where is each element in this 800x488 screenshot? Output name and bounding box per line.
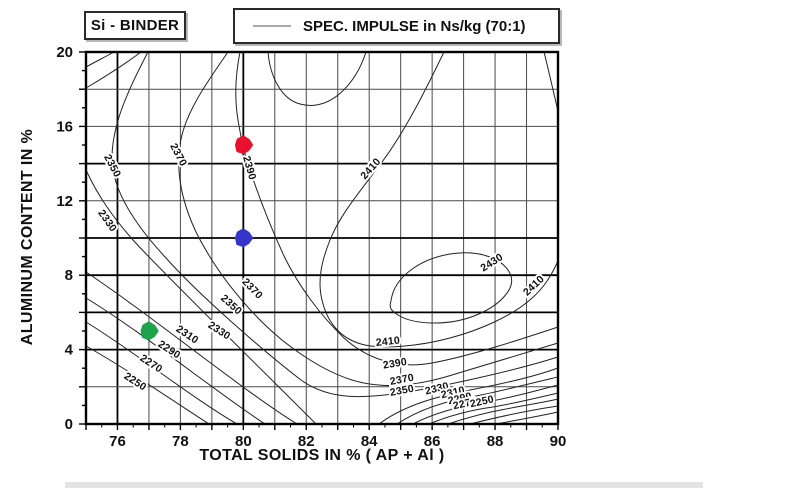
cropped-element-below-figure <box>65 482 703 488</box>
contour-line-2310 <box>85 51 115 68</box>
x-tick-label: 90 <box>550 433 567 450</box>
contour-label-2330: 2330 <box>95 208 119 235</box>
blue-point <box>235 228 253 248</box>
contour-label-2390: 2390 <box>382 356 408 372</box>
contour-line-2370 <box>178 51 559 386</box>
contour-label-2250: 2250 <box>122 370 149 393</box>
contour-line-sample-icon <box>253 25 291 27</box>
x-tick-label: 78 <box>172 433 189 450</box>
binder-label-box: Si - BINDER <box>84 11 186 40</box>
y-tick-label: 20 <box>56 44 73 61</box>
contour-line-2390 <box>235 51 559 366</box>
contour-line-2350 <box>111 51 559 398</box>
x-axis-title: TOTAL SOLIDS IN % ( AP + Al ) <box>199 447 445 464</box>
contour-line-2250 <box>447 398 559 425</box>
contour-label-2410: 2410 <box>375 335 400 349</box>
x-tick-label: 86 <box>424 433 441 450</box>
x-tick-label: 88 <box>487 433 504 450</box>
contour-line-2430 <box>389 252 513 324</box>
y-tick-label: 16 <box>56 118 73 135</box>
contour-line-2410 <box>319 51 559 348</box>
x-tick-label: 84 <box>361 433 378 450</box>
contour-label-2410: 2410 <box>358 156 383 182</box>
contour-line-2410 <box>267 51 367 106</box>
y-tick-label: 12 <box>56 193 73 210</box>
contour-line-2250 <box>85 345 210 425</box>
contour-label-2310: 2310 <box>174 323 201 346</box>
contour-line-2430 <box>543 51 559 112</box>
red-point <box>235 135 253 155</box>
contour-line-2310 <box>396 376 559 425</box>
contour-line-2270 <box>428 392 559 425</box>
y-tick-label: 0 <box>65 416 73 433</box>
contour-label-2270: 2270 <box>138 352 165 375</box>
binder-label: Si - BINDER <box>90 17 180 34</box>
contour-line-unlabeled <box>469 405 559 425</box>
contour-label-2290: 2290 <box>156 338 183 361</box>
legend-box: SPEC. IMPULSE in Ns/kg (70:1) <box>233 8 560 44</box>
contour-line-2330 <box>378 367 559 425</box>
x-tick-label: 80 <box>235 433 252 450</box>
x-tick-label: 82 <box>298 433 315 450</box>
contour-line-2330 <box>85 169 317 425</box>
y-tick-label: 4 <box>65 342 74 359</box>
contour-label-2350: 2350 <box>101 152 123 179</box>
x-tick-label: 76 <box>109 433 126 450</box>
legend-label: SPEC. IMPULSE in Ns/kg (70:1) <box>303 17 526 35</box>
contour-line-2290 <box>85 297 266 425</box>
contour-line-2290 <box>412 384 559 425</box>
contour-line-2270 <box>85 321 238 425</box>
contour-line-2310 <box>85 271 298 425</box>
contour-label-2330: 2330 <box>206 319 233 342</box>
plot-frame <box>84 50 560 426</box>
green-point <box>140 321 159 341</box>
contour-label-2250: 2250 <box>469 393 495 410</box>
contour-line-2330 <box>85 51 142 89</box>
y-tick-label: 8 <box>65 267 73 284</box>
